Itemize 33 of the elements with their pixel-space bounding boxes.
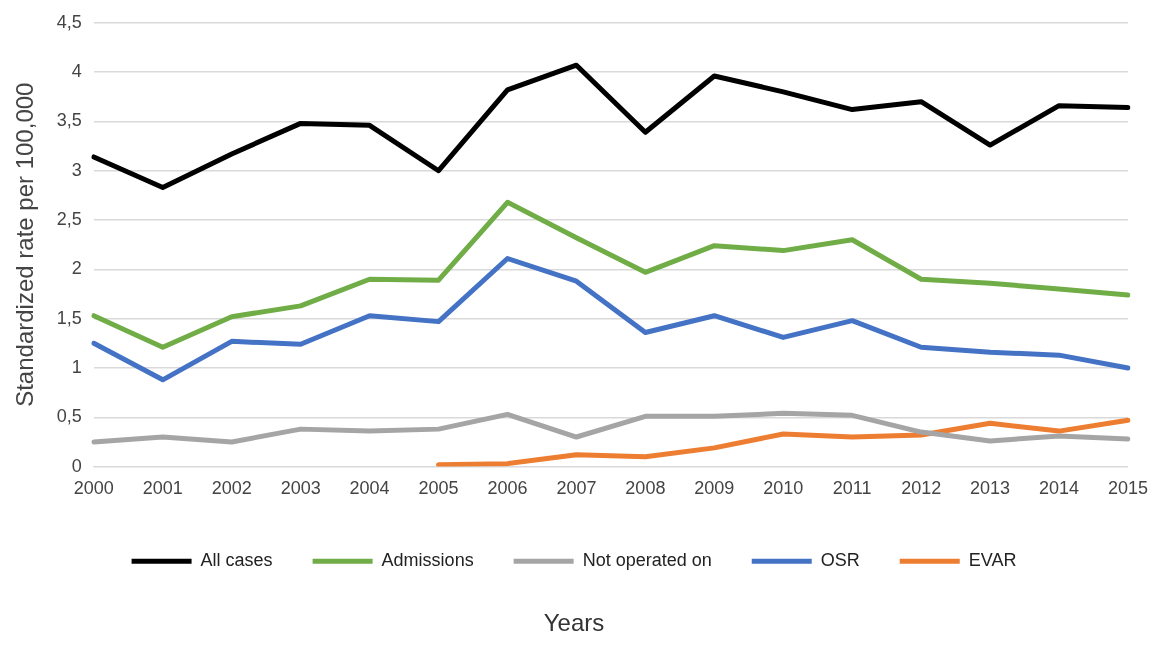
y-tick-label: 3 bbox=[71, 159, 82, 180]
y-tick-label: 0,5 bbox=[56, 406, 82, 427]
x-tick-label: 2003 bbox=[280, 478, 321, 499]
x-tick-label: 2009 bbox=[694, 478, 735, 499]
y-tick-label: 4,5 bbox=[56, 11, 82, 32]
x-axis-title: Years bbox=[543, 609, 605, 637]
y-tick-label: 2,5 bbox=[56, 209, 82, 230]
y-tick-label: 1,5 bbox=[56, 307, 82, 328]
x-tick-label: 2002 bbox=[211, 478, 252, 499]
x-tick-label: 2000 bbox=[73, 478, 114, 499]
x-tick-label: 2006 bbox=[487, 478, 528, 499]
legend-label: Admissions bbox=[381, 550, 474, 571]
legend-label: All cases bbox=[200, 550, 273, 571]
x-tick-label: 2011 bbox=[832, 478, 872, 499]
x-tick-label: 2007 bbox=[556, 478, 597, 499]
x-tick-label: 2005 bbox=[418, 478, 459, 499]
x-tick-label: 2012 bbox=[901, 478, 942, 499]
y-tick-label: 1 bbox=[71, 356, 82, 377]
legend-label: OSR bbox=[820, 550, 860, 571]
y-tick-label: 2 bbox=[71, 258, 82, 279]
legend-label: Not operated on bbox=[582, 550, 712, 571]
x-tick-label: 2004 bbox=[349, 478, 390, 499]
y-tick-label: 0 bbox=[71, 455, 82, 476]
legend-label: EVAR bbox=[968, 550, 1017, 571]
y-tick-label: 3,5 bbox=[56, 110, 82, 131]
x-tick-label: 2001 bbox=[142, 478, 183, 499]
x-tick-label: 2010 bbox=[763, 478, 804, 499]
y-tick-label: 4 bbox=[71, 61, 82, 82]
x-tick-label: 2008 bbox=[625, 478, 666, 499]
x-tick-label: 2013 bbox=[970, 478, 1011, 499]
x-tick-label: 2014 bbox=[1039, 478, 1080, 499]
y-axis-title: Standardized rate per 100,000 bbox=[11, 82, 39, 407]
x-tick-label: 2015 bbox=[1107, 478, 1148, 499]
